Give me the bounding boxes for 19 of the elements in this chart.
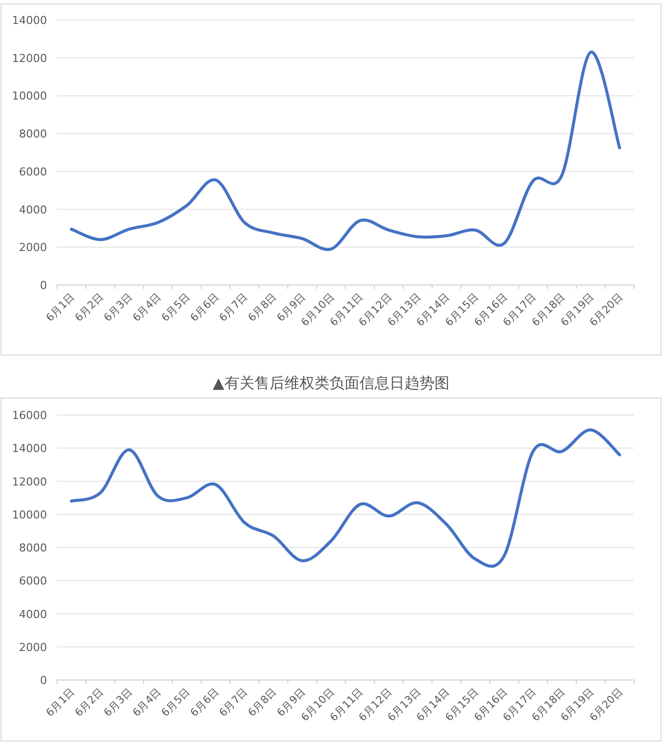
y-tick-label: 0 xyxy=(40,674,47,687)
y-tick-label: 14000 xyxy=(12,14,47,27)
y-tick-label: 10000 xyxy=(12,508,47,522)
text: ▲有关售后维权类负面信息日趋势图 xyxy=(212,374,450,392)
y-tick-label: 8000 xyxy=(19,542,47,554)
y-tick-label: 12000 xyxy=(12,475,47,488)
y-tick-label: 12000 xyxy=(12,52,47,65)
y-tick-label: 6000 xyxy=(19,574,47,588)
y-tick-label: 16000 xyxy=(12,409,47,422)
y-tick-label: 0 xyxy=(40,279,47,292)
y-tick-label: 2000 xyxy=(19,640,47,654)
y-tick-label: 4000 xyxy=(19,203,47,216)
y-tick-label: 10000 xyxy=(12,90,47,103)
y-tick-label: 2000 xyxy=(19,241,47,254)
y-tick-label: 14000 xyxy=(12,442,47,456)
y-tick-label: 8000 xyxy=(19,128,47,141)
y-tick-label: 6000 xyxy=(19,165,47,178)
y-tick-label: 4000 xyxy=(19,608,47,621)
line-series xyxy=(70,50,622,251)
